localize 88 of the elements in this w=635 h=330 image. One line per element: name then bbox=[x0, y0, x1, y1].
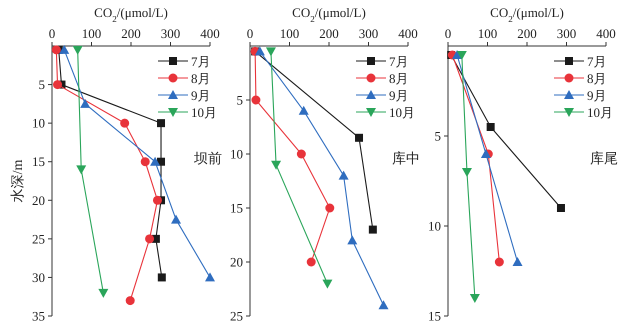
x-tick-label: 0 bbox=[444, 26, 452, 41]
point bbox=[338, 170, 349, 180]
y-tick-label: 20 bbox=[32, 192, 45, 208]
point bbox=[76, 165, 86, 174]
legend-label: 8月 bbox=[389, 71, 408, 86]
x-tick-label: 100 bbox=[478, 26, 498, 41]
point bbox=[98, 288, 108, 298]
point bbox=[462, 168, 472, 177]
legend-label: 7月 bbox=[191, 54, 210, 69]
point bbox=[152, 196, 162, 205]
point bbox=[271, 160, 282, 170]
point bbox=[251, 96, 260, 104]
y-tick-label: 15 bbox=[428, 308, 441, 324]
legend-label: 10月 bbox=[191, 105, 217, 120]
legend-label: 7月 bbox=[389, 54, 408, 69]
y-tick-label: 10 bbox=[428, 218, 441, 234]
point bbox=[80, 98, 90, 108]
x-tick-label: 400 bbox=[596, 26, 616, 41]
y-axis-title: 水深/m bbox=[10, 160, 26, 202]
point bbox=[347, 235, 358, 244]
point bbox=[325, 204, 334, 212]
y-tick-label: 5 bbox=[434, 128, 441, 144]
legend-label: 9月 bbox=[191, 88, 210, 103]
x-tick-label: 300 bbox=[556, 26, 576, 41]
legend-label: 10月 bbox=[389, 105, 415, 120]
point bbox=[512, 257, 523, 266]
x-tick-label: 300 bbox=[358, 26, 378, 41]
point bbox=[355, 134, 364, 142]
y-tick-label: 20 bbox=[230, 254, 243, 270]
point bbox=[171, 214, 182, 224]
legend-label: 9月 bbox=[587, 88, 606, 103]
point bbox=[126, 296, 135, 306]
point bbox=[158, 273, 166, 282]
point bbox=[296, 150, 306, 158]
y-tick-label: 5 bbox=[236, 92, 243, 108]
point bbox=[266, 47, 276, 56]
y-tick-label: 10 bbox=[230, 146, 243, 162]
x-tick-label: 100 bbox=[82, 26, 102, 41]
x-tick-label: 0 bbox=[48, 26, 56, 41]
point bbox=[494, 258, 504, 266]
legend-label: 9月 bbox=[389, 88, 408, 103]
point bbox=[254, 46, 265, 56]
y-tick-label: 10 bbox=[32, 116, 45, 131]
x-tick-label: 400 bbox=[200, 26, 220, 41]
point bbox=[322, 280, 332, 289]
x-tick-label: 0 bbox=[246, 26, 254, 41]
point bbox=[470, 294, 480, 303]
y-tick-label: 15 bbox=[32, 154, 45, 170]
point bbox=[150, 156, 160, 166]
point bbox=[298, 106, 309, 115]
point bbox=[140, 157, 150, 166]
legend-label: 8月 bbox=[587, 71, 606, 86]
y-tick-label: 30 bbox=[32, 270, 45, 285]
x-tick-label: 200 bbox=[121, 26, 141, 41]
x-tick-label: 100 bbox=[280, 26, 300, 41]
x-axis-title: CO$_{2}$/(μmol/L) bbox=[490, 5, 564, 24]
point bbox=[456, 51, 467, 60]
annotation: 坝前 bbox=[193, 151, 222, 167]
point bbox=[145, 234, 154, 244]
x-axis-title: CO$_{2}$/(μmol/L) bbox=[94, 5, 168, 24]
y-tick-label: 25 bbox=[230, 308, 243, 324]
y-tick-label: 15 bbox=[230, 200, 243, 216]
annotation: 库中 bbox=[392, 151, 420, 167]
point bbox=[157, 119, 166, 128]
legend-label: 8月 bbox=[191, 71, 210, 86]
point bbox=[205, 272, 215, 282]
point bbox=[486, 123, 495, 131]
y-tick-label: 5 bbox=[38, 77, 45, 92]
point bbox=[52, 45, 61, 54]
point bbox=[120, 118, 130, 128]
point bbox=[53, 80, 62, 90]
y-tick-label: 35 bbox=[32, 308, 45, 324]
point bbox=[306, 258, 316, 266]
point bbox=[378, 300, 389, 310]
point bbox=[368, 226, 377, 234]
x-tick-label: 400 bbox=[398, 26, 418, 41]
annotation: 库尾 bbox=[590, 151, 618, 167]
x-tick-label: 200 bbox=[319, 26, 339, 41]
x-tick-label: 200 bbox=[517, 26, 537, 41]
x-tick-label: 300 bbox=[160, 26, 180, 41]
point bbox=[59, 44, 70, 54]
legend-label: 10月 bbox=[587, 105, 613, 120]
x-axis-title: CO$_{2}$/(μmol/L) bbox=[292, 5, 366, 24]
y-tick-label: 25 bbox=[32, 231, 45, 246]
point bbox=[556, 204, 565, 212]
point bbox=[480, 149, 491, 158]
legend-label: 7月 bbox=[587, 54, 606, 69]
point bbox=[72, 46, 83, 55]
